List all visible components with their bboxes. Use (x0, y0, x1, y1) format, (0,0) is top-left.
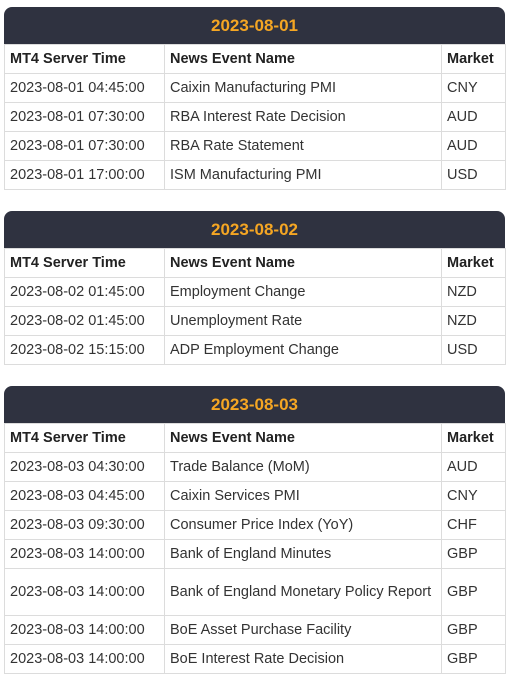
table-row: 2023-08-03 14:00:00 Bank of England Mone… (4, 568, 506, 616)
event-market: CNY (441, 481, 506, 511)
event-time: 2023-08-02 01:45:00 (4, 306, 165, 336)
event-market: AUD (441, 102, 506, 132)
event-market: GBP (441, 568, 506, 616)
day-date-header: 2023-08-01 (4, 7, 505, 44)
event-time: 2023-08-03 14:00:00 (4, 568, 165, 616)
events-table: MT4 Server Time News Event Name Market 2… (4, 44, 506, 190)
event-market: NZD (441, 306, 506, 336)
table-row: 2023-08-01 07:30:00 RBA Interest Rate De… (4, 102, 506, 132)
table-row: 2023-08-03 14:00:00 BoE Interest Rate De… (4, 644, 506, 674)
event-market: AUD (441, 131, 506, 161)
event-name: ISM Manufacturing PMI (164, 160, 442, 190)
table-row: 2023-08-01 04:45:00 Caixin Manufacturing… (4, 73, 506, 103)
event-name: Trade Balance (MoM) (164, 452, 442, 482)
day-section-2023-08-02: 2023-08-02 MT4 Server Time News Event Na… (4, 211, 506, 365)
table-row: 2023-08-02 01:45:00 Employment Change NZ… (4, 277, 506, 307)
event-market: NZD (441, 277, 506, 307)
table-row: 2023-08-03 14:00:00 Bank of England Minu… (4, 539, 506, 569)
day-date-header: 2023-08-03 (4, 386, 505, 423)
table-row: 2023-08-02 01:45:00 Unemployment Rate NZ… (4, 306, 506, 336)
column-header-time: MT4 Server Time (4, 423, 165, 453)
event-time: 2023-08-01 04:45:00 (4, 73, 165, 103)
column-header-market: Market (441, 423, 506, 453)
event-time: 2023-08-01 17:00:00 (4, 160, 165, 190)
event-time: 2023-08-01 07:30:00 (4, 102, 165, 132)
column-header-event: News Event Name (164, 423, 442, 453)
event-time: 2023-08-03 04:30:00 (4, 452, 165, 482)
column-header-market: Market (441, 248, 506, 278)
column-header-event: News Event Name (164, 248, 442, 278)
event-market: CNY (441, 73, 506, 103)
event-name: Consumer Price Index (YoY) (164, 510, 442, 540)
event-name: Caixin Services PMI (164, 481, 442, 511)
event-market: AUD (441, 452, 506, 482)
event-name: RBA Rate Statement (164, 131, 442, 161)
table-row: 2023-08-01 07:30:00 RBA Rate Statement A… (4, 131, 506, 161)
table-header-row: MT4 Server Time News Event Name Market (4, 44, 506, 74)
event-name: Unemployment Rate (164, 306, 442, 336)
events-table: MT4 Server Time News Event Name Market 2… (4, 423, 506, 674)
event-name: ADP Employment Change (164, 335, 442, 365)
column-header-time: MT4 Server Time (4, 44, 165, 74)
day-section-2023-08-01: 2023-08-01 MT4 Server Time News Event Na… (4, 7, 506, 190)
event-name: BoE Interest Rate Decision (164, 644, 442, 674)
event-name: Bank of England Monetary Policy Report (164, 568, 442, 616)
event-time: 2023-08-03 14:00:00 (4, 615, 165, 645)
event-time: 2023-08-03 04:45:00 (4, 481, 165, 511)
day-date-header: 2023-08-02 (4, 211, 505, 248)
column-header-market: Market (441, 44, 506, 74)
table-header-row: MT4 Server Time News Event Name Market (4, 423, 506, 453)
column-header-time: MT4 Server Time (4, 248, 165, 278)
event-time: 2023-08-03 14:00:00 (4, 644, 165, 674)
event-time: 2023-08-02 15:15:00 (4, 335, 165, 365)
table-row: 2023-08-03 04:45:00 Caixin Services PMI … (4, 481, 506, 511)
event-market: GBP (441, 615, 506, 645)
event-time: 2023-08-01 07:30:00 (4, 131, 165, 161)
table-header-row: MT4 Server Time News Event Name Market (4, 248, 506, 278)
event-name: Bank of England Minutes (164, 539, 442, 569)
table-row: 2023-08-03 14:00:00 BoE Asset Purchase F… (4, 615, 506, 645)
event-time: 2023-08-03 14:00:00 (4, 539, 165, 569)
events-table: MT4 Server Time News Event Name Market 2… (4, 248, 506, 365)
table-row: 2023-08-03 09:30:00 Consumer Price Index… (4, 510, 506, 540)
event-name: BoE Asset Purchase Facility (164, 615, 442, 645)
event-market: GBP (441, 644, 506, 674)
event-market: CHF (441, 510, 506, 540)
event-market: USD (441, 335, 506, 365)
event-name: RBA Interest Rate Decision (164, 102, 442, 132)
column-header-event: News Event Name (164, 44, 442, 74)
event-time: 2023-08-02 01:45:00 (4, 277, 165, 307)
event-time: 2023-08-03 09:30:00 (4, 510, 165, 540)
table-row: 2023-08-01 17:00:00 ISM Manufacturing PM… (4, 160, 506, 190)
event-name: Caixin Manufacturing PMI (164, 73, 442, 103)
day-section-2023-08-03: 2023-08-03 MT4 Server Time News Event Na… (4, 386, 506, 674)
event-market: GBP (441, 539, 506, 569)
table-row: 2023-08-02 15:15:00 ADP Employment Chang… (4, 335, 506, 365)
event-name: Employment Change (164, 277, 442, 307)
event-market: USD (441, 160, 506, 190)
table-row: 2023-08-03 04:30:00 Trade Balance (MoM) … (4, 452, 506, 482)
